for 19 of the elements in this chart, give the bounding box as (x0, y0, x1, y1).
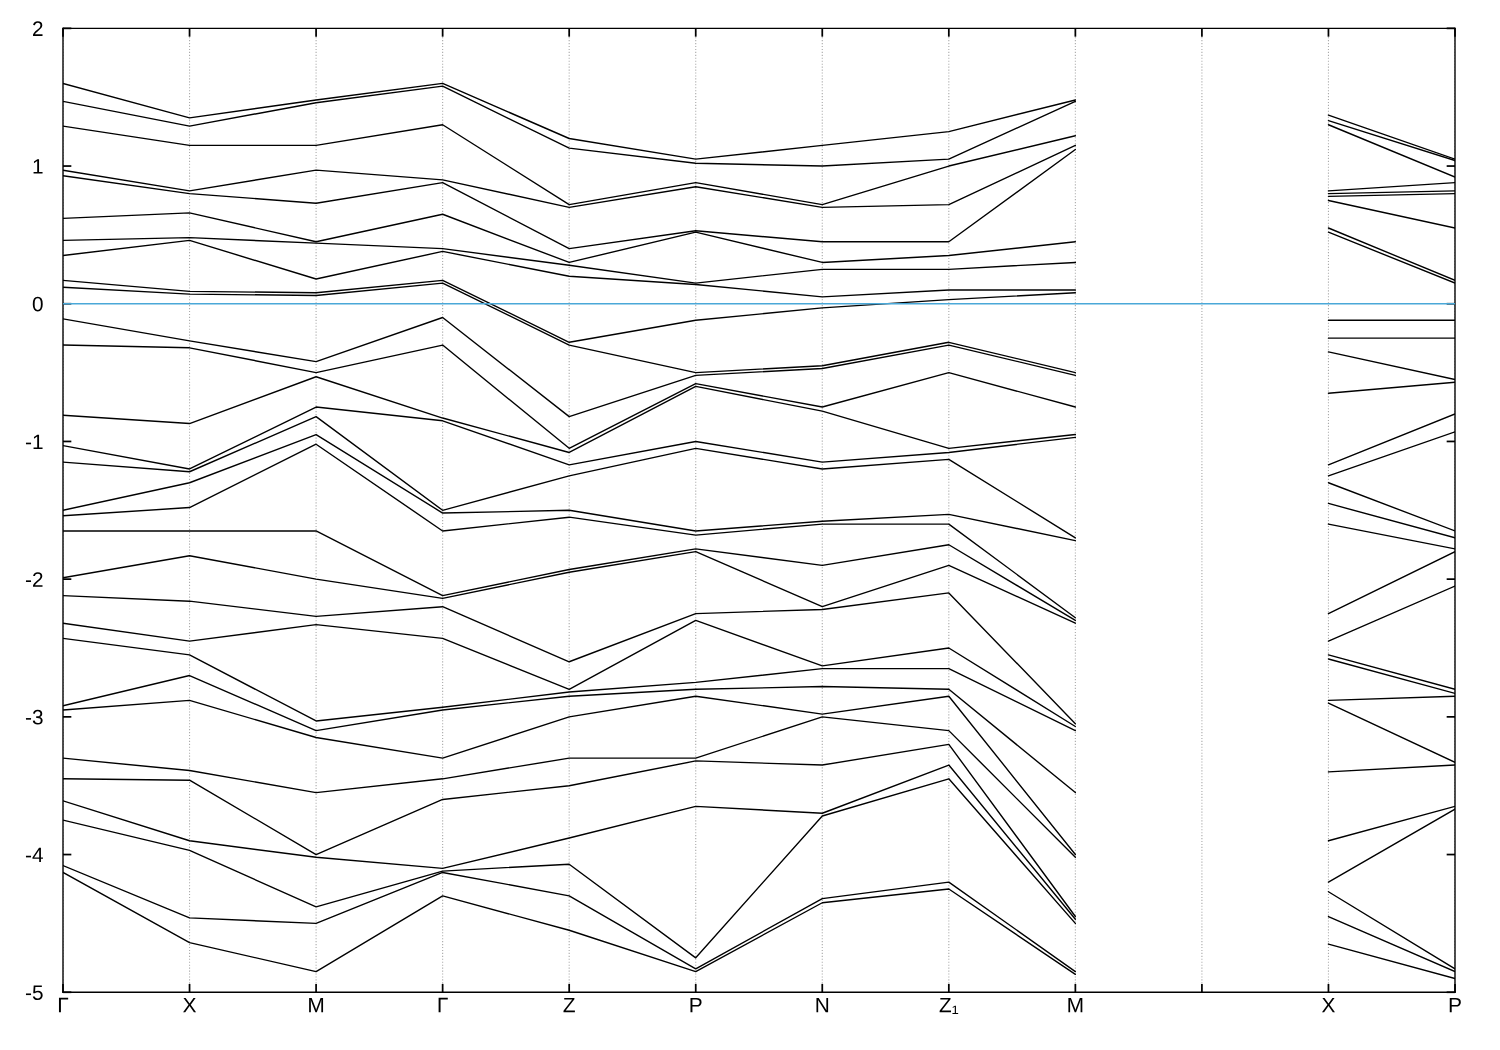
x-tick-label: M (1068, 997, 1083, 1013)
x-tick-label: P (690, 997, 702, 1013)
y-tick-label: -3 (25, 709, 43, 725)
y-tick-label: 2 (33, 21, 43, 36)
x-tick-label: N (816, 997, 829, 1013)
y-tick-label: 1 (33, 159, 43, 174)
x-tick-label: Z (563, 997, 575, 1013)
x-tick-label: X (183, 997, 197, 1013)
x-tick-label: Γ (438, 997, 448, 1013)
y-tick-label: -5 (25, 985, 43, 1000)
x-tick-label: M (309, 997, 324, 1013)
y-tick-label: -4 (25, 847, 43, 863)
x-tick-label: X (1321, 997, 1335, 1013)
y-tick-label: -1 (25, 434, 43, 449)
y-tick-label: -2 (25, 572, 43, 587)
x-tick-label: Γ (58, 997, 69, 1013)
x-tick-label: Z₁ (939, 997, 959, 1014)
x-tick-label: P (1449, 997, 1461, 1013)
y-tick-label: 0 (32, 296, 43, 312)
